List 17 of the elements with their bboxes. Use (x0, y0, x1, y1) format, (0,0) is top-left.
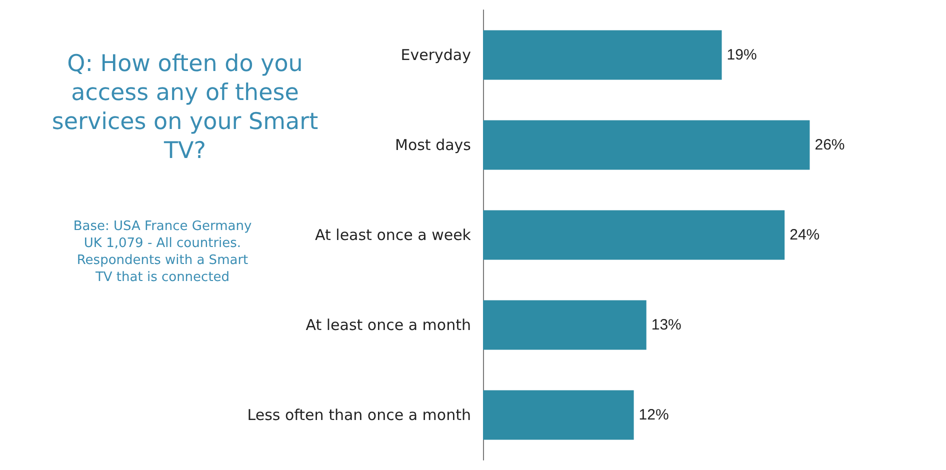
y-tick-label: At least once a month (306, 316, 471, 334)
data-label: 19% (726, 46, 757, 64)
y-tick-label: Less often than once a month (247, 406, 471, 424)
bar (483, 120, 810, 170)
data-label: 24% (790, 226, 820, 244)
y-tick-label: Everyday (400, 46, 472, 64)
bar (483, 210, 785, 260)
bar (483, 30, 722, 80)
data-label: 12% (638, 406, 669, 424)
y-tick-label: Most days (395, 136, 472, 154)
data-label: 26% (814, 136, 845, 154)
y-tick-label: At least once a week (315, 226, 472, 244)
data-label: 13% (651, 316, 682, 334)
text: Base: USA France Germany UK 1,079 - All countries. Respondents with a Smart TV that is connected (72, 218, 253, 286)
bar (483, 390, 634, 440)
text: Q: How often do you access any of these services on your Smart TV? (50, 50, 320, 166)
bar (483, 300, 646, 350)
